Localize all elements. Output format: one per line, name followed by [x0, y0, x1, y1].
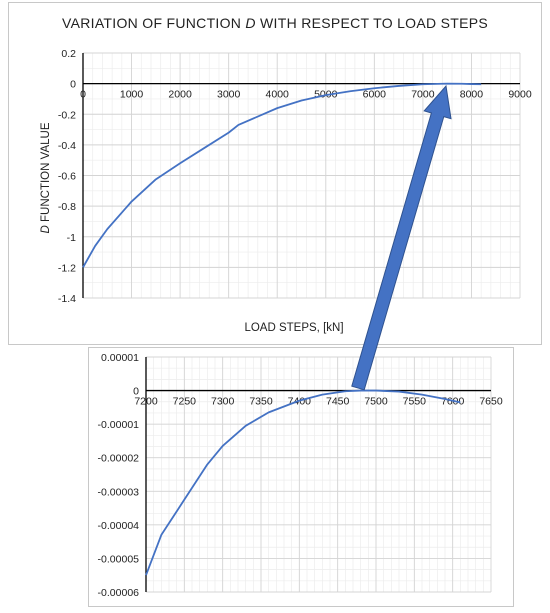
x-tick-label: 8000: [460, 89, 484, 101]
zoom-grid: [145, 356, 492, 593]
x-tick-label: 7200: [134, 396, 158, 408]
y-label-part-2: FUNCTION VALUE: [40, 122, 52, 225]
y-axis-label: D FUNCTION VALUE: [40, 122, 52, 233]
x-tick-label: 7500: [364, 396, 388, 408]
y-tick-label: -0.00002: [98, 453, 140, 465]
y-tick-label: 0.2: [61, 48, 76, 60]
main-tick-labels: 0.2 0 -0.2 -0.4 -0.6 -0.8 -1 -1.2 -1.4 0 1000 2000 3…: [58, 48, 532, 305]
title-part-2: D: [245, 15, 255, 31]
x-tick-label: 3000: [217, 89, 241, 101]
x-tick-label: 7250: [173, 396, 197, 408]
y-tick-label: -0.00001: [98, 419, 140, 431]
x-tick-label: 1000: [120, 89, 144, 101]
y-tick-label: 0: [133, 386, 139, 398]
series-line: [82, 82, 482, 268]
series-line: [145, 389, 461, 576]
y-tick-label: -0.00004: [98, 520, 140, 532]
y-tick-label: -0.00003: [98, 486, 140, 498]
x-tick-label: 7550: [403, 396, 427, 408]
main-chart: VARIATION OF FUNCTION D WITH RESPECT TO …: [40, 15, 532, 334]
y-tick-label: -0.6: [58, 171, 76, 183]
zoom-axes: [145, 357, 491, 592]
x-tick-label: 7650: [479, 396, 503, 408]
y-tick-label: -0.00005: [98, 553, 140, 565]
y-tick-label: -1.2: [58, 262, 76, 274]
y-tick-label: -0.00006: [98, 587, 140, 599]
main-grid: [82, 52, 521, 299]
zoom-chart: 0.00001 0 -0.00001 -0.00002 -0.00003 -0.00004…: [98, 352, 503, 599]
x-tick-label: 9000: [508, 89, 532, 101]
y-tick-label: -1: [67, 232, 76, 244]
y-tick-label: 0.00001: [101, 352, 139, 364]
chart-title: VARIATION OF FUNCTION D WITH RESPECT TO …: [62, 15, 488, 31]
y-label-part-1: D: [40, 225, 52, 233]
x-tick-label: 0: [80, 89, 86, 101]
title-part-3: WITH RESPECT TO LOAD STEPS: [256, 15, 488, 31]
x-tick-label: 6000: [363, 89, 387, 101]
x-tick-label: 7450: [326, 396, 350, 408]
x-axis-label: LOAD STEPS, [kN]: [244, 322, 343, 334]
x-tick-label: 7350: [249, 396, 273, 408]
y-tick-label: -0.4: [58, 140, 76, 152]
x-tick-label: 7000: [411, 89, 435, 101]
x-tick-label: 4000: [266, 89, 290, 101]
y-tick-label: -1.4: [58, 293, 76, 305]
zoom-tick-labels: 0.00001 0 -0.00001 -0.00002 -0.00003 -0.00004…: [98, 352, 503, 599]
y-tick-label: 0: [70, 79, 76, 91]
zoom-chart-panel: 0.00001 0 -0.00001 -0.00002 -0.00003 -0.00004…: [88, 347, 514, 607]
main-series-layer: [82, 82, 482, 268]
y-tick-label: -0.8: [58, 201, 76, 213]
title-part-1: VARIATION OF FUNCTION: [62, 15, 245, 31]
main-chart-panel: VARIATION OF FUNCTION D WITH RESPECT TO …: [8, 2, 542, 345]
zoom-series-layer: [145, 389, 461, 576]
y-tick-label: -0.2: [58, 109, 76, 121]
x-tick-label: 7300: [211, 396, 235, 408]
x-tick-label: 2000: [168, 89, 192, 101]
